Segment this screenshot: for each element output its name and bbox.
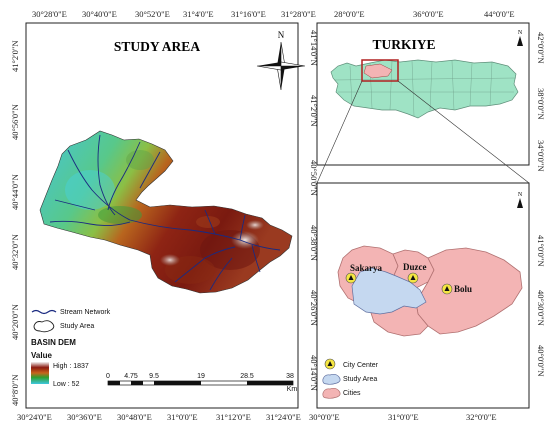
bottom-lon-label: 31°0'0"E: [167, 412, 198, 422]
bottom-lon-label: 31°24'0"E: [266, 412, 301, 422]
study-area-legend-icon: [33, 320, 55, 333]
scale-tick-label: 0: [106, 373, 110, 380]
scale-tick-label: 38: [286, 373, 294, 380]
main-map-title: STUDY AREA: [114, 39, 200, 54]
value-label: Value: [31, 351, 52, 360]
cities-legend-label: Cities: [343, 390, 361, 397]
right-lat-label: 41°2'0"N: [309, 95, 319, 127]
turkey-lon-label: 36°0'0"E: [413, 9, 444, 19]
turkey-title: TURKIYE: [372, 37, 435, 52]
right-lat-label: 41°14'0"N: [309, 30, 319, 66]
bottom-lon-label: 30°24'0"E: [17, 412, 52, 422]
study-area-polygon: [351, 267, 427, 315]
city-center-legend-icon: [324, 358, 336, 370]
detail-north-arrow-icon: [517, 198, 523, 208]
detail-lon-label: 31°0'0"E: [388, 412, 419, 422]
turkey-north-arrow-icon: [517, 36, 523, 46]
main-map: 30°28'0"E 30°40'0"E 30°52'0"E 31°4'0"E 3…: [10, 9, 319, 422]
right-lat-label: 40°26'0"N: [309, 290, 319, 326]
turkey-north-label: N: [518, 30, 523, 36]
turkey-lat-label: 38°0'0"N: [536, 88, 546, 120]
city-label-sakarya: Sakarya: [350, 263, 383, 273]
north-label: N: [278, 30, 285, 40]
region-box: [361, 59, 399, 82]
city-marker-icon: [345, 272, 357, 284]
turkey-inset: 28°0'0"E 36°0'0"E 44°0'0"E 42°0'0"N 38°0…: [316, 9, 546, 172]
bottom-lon-label: 31°12'0"E: [216, 412, 251, 422]
detail-legend: City Center Study Area Cities: [322, 358, 379, 399]
dem-legend-title: BASIN DEM: [31, 338, 76, 347]
study-area-legend-icon: [322, 373, 341, 385]
left-lat-label: 40°44'0"N: [10, 174, 20, 210]
top-lon-label: 31°28'0"E: [281, 9, 316, 19]
province-borders: [333, 60, 517, 117]
stream-network: [49, 134, 281, 291]
detail-lon-label: 32°0'0"E: [466, 412, 497, 422]
left-lat-label: 40°8'0"N: [10, 374, 20, 406]
city-center-legend-label: City Center: [343, 362, 379, 369]
detail-lat-label: 40°30'0"N: [536, 290, 546, 326]
scale-tick-label: 9.5: [149, 373, 159, 380]
top-lon-label: 31°16'0"E: [231, 9, 266, 19]
city-marker-icon: [441, 283, 453, 295]
turkey-lat-label: 34°0'0"N: [536, 140, 546, 172]
bottom-lon-label: 30°48'0"E: [117, 412, 152, 422]
basin-dem: [39, 130, 293, 294]
turkey-lon-label: 44°0'0"E: [484, 9, 515, 19]
right-lat-label: 40°50'0"N: [309, 160, 319, 196]
study-area-legend-label: Study Area: [60, 323, 94, 330]
top-lon-label: 30°40'0"E: [82, 9, 117, 19]
connector-line: [397, 80, 530, 184]
scale-tick-label: 4.75: [124, 373, 138, 380]
left-lat-label: 41°2'0"N: [10, 40, 20, 72]
right-lat-label: 40°38'0"N: [309, 225, 319, 261]
left-lat-label: 40°56'0"N: [10, 104, 20, 140]
top-lon-label: 30°28'0"E: [32, 9, 67, 19]
right-lat-label: 40°14'0"N: [309, 355, 319, 391]
stream-legend-icon: [31, 309, 57, 315]
detail-north-label: N: [518, 192, 523, 198]
detail-lat-label: 40°0'0"N: [536, 345, 546, 377]
top-lon-label: 30°52'0"E: [135, 9, 170, 19]
left-lat-label: 40°32'0"N: [10, 234, 20, 270]
dem-color-ramp: [31, 362, 49, 384]
city-label-bolu: Bolu: [454, 284, 472, 294]
region-highlight: [363, 63, 393, 79]
scale-tick-label: 19: [197, 373, 205, 380]
connector-line: [316, 80, 363, 184]
detail-lat-label: 41°0'0"N: [536, 235, 546, 267]
cities-legend-icon: [322, 387, 341, 399]
scale-bar: 0 4.75 9.5 19 28.5 38 Km: [106, 373, 297, 393]
city-label-duzce: Duzce: [403, 262, 427, 272]
study-area-detail-legend-label: Study Area: [343, 376, 377, 383]
stream-legend-label: Stream Network: [60, 309, 111, 316]
city-marker-icon: [407, 272, 419, 284]
north-arrow-icon: [256, 41, 306, 91]
turkey-lon-label: 28°0'0"E: [334, 9, 365, 19]
top-lon-label: 31°4'0"E: [183, 9, 214, 19]
dem-high-label: High : 1837: [53, 363, 89, 370]
dem-low-label: Low : 52: [53, 381, 80, 388]
bottom-lon-label: 30°36'0"E: [67, 412, 102, 422]
scale-unit-label: Km: [287, 386, 298, 393]
left-lat-label: 40°20'0"N: [10, 304, 20, 340]
turkey-lat-label: 42°0'0"N: [536, 32, 546, 64]
main-legend: Stream Network Study Area BASIN DEM Valu…: [31, 309, 111, 388]
detail-lon-label: 30°0'0"E: [309, 412, 340, 422]
detail-map: 30°0'0"E 31°0'0"E 32°0'0"E 41°0'0"N 40°3…: [309, 182, 546, 422]
scale-tick-label: 28.5: [240, 373, 254, 380]
